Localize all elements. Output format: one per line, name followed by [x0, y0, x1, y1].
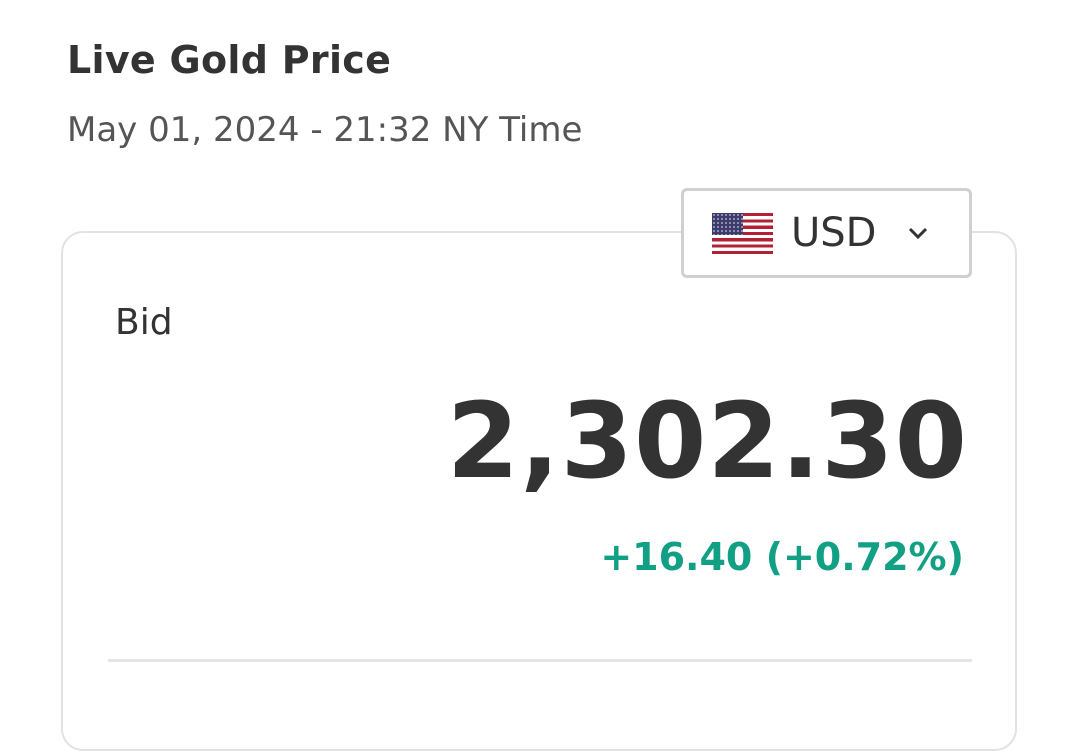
timestamp: May 01, 2024 - 21:32 NY Time — [67, 110, 583, 150]
page-title: Live Gold Price — [67, 38, 392, 82]
divider — [108, 659, 972, 662]
currency-selector[interactable]: USD — [681, 188, 972, 278]
bid-label: Bid — [115, 302, 173, 343]
chevron-down-icon — [909, 227, 928, 240]
bid-value: 2,302.30 — [446, 380, 968, 502]
us-flag-icon — [712, 212, 773, 254]
price-change: +16.40 (+0.72%) — [600, 535, 964, 579]
price-card — [61, 231, 1017, 751]
currency-label: USD — [791, 210, 877, 256]
